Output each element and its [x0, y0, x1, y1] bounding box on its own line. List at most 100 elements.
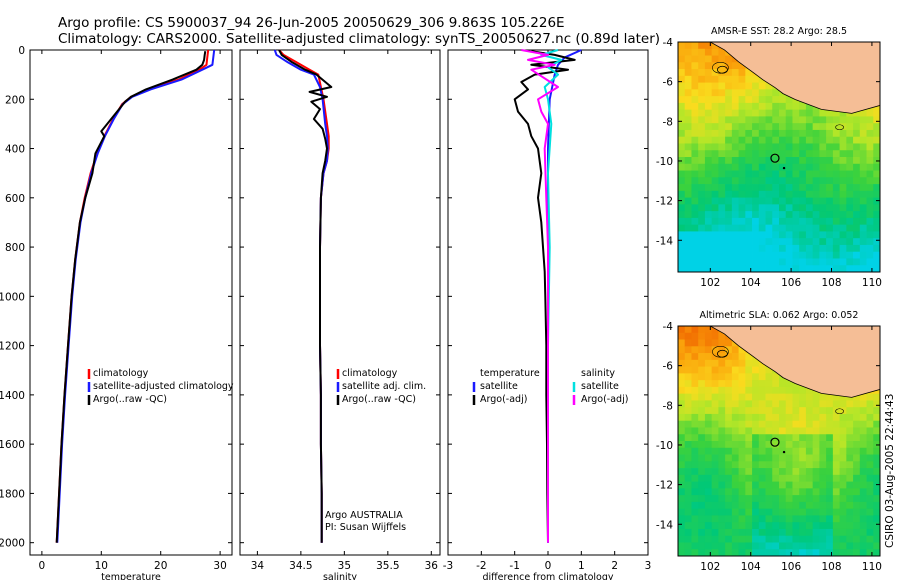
map-cell	[678, 549, 686, 556]
map-cell	[704, 123, 713, 131]
map-cell	[772, 373, 780, 381]
map-cell	[678, 434, 686, 442]
map-cell	[758, 447, 766, 455]
map-cell	[758, 265, 766, 272]
map-cell	[826, 190, 834, 198]
y-tick-label: 600	[5, 193, 25, 205]
map-cell	[745, 488, 753, 496]
map-cell	[873, 474, 880, 482]
map-cell	[853, 116, 861, 124]
map-cell	[758, 474, 766, 482]
map-cell	[785, 190, 793, 198]
map-cell	[745, 184, 753, 192]
map-cell	[684, 55, 692, 63]
map-cell	[765, 238, 773, 246]
map-cell	[826, 231, 834, 239]
map-cell	[839, 116, 847, 124]
map-cell	[772, 468, 780, 476]
map-cell	[698, 184, 706, 192]
map-cell	[853, 224, 861, 232]
map-cell	[725, 474, 733, 482]
map-cell	[832, 190, 840, 198]
map-cell	[704, 157, 713, 165]
map-cell	[839, 150, 847, 158]
map-cell	[711, 393, 719, 401]
map-cell	[799, 488, 807, 496]
map-cell	[758, 488, 766, 496]
map-cell	[812, 407, 820, 415]
map-cell	[779, 542, 787, 550]
map-cell	[704, 231, 713, 239]
map-cell	[704, 461, 713, 469]
map-cell	[731, 96, 739, 104]
map-cell	[731, 481, 739, 489]
map-cell	[826, 542, 834, 550]
map-cell	[873, 238, 880, 246]
map-cell	[792, 197, 800, 205]
map-cell	[853, 244, 861, 253]
map-cell	[745, 528, 753, 537]
map-cell	[866, 413, 874, 422]
map-cell	[684, 542, 692, 550]
map-cell	[684, 359, 692, 367]
map-cell	[826, 150, 834, 158]
map-cell	[698, 143, 706, 151]
map-cell	[859, 123, 867, 131]
y-tick-label: -12	[656, 196, 673, 208]
x-tick-label: 104	[741, 561, 761, 573]
map-cell	[678, 55, 686, 63]
map-cell	[725, 359, 733, 367]
map-cell	[752, 251, 760, 259]
map-cell	[745, 136, 753, 144]
map-cell	[779, 481, 787, 489]
map-cell	[785, 441, 793, 449]
map-cell	[758, 380, 766, 388]
map-cell	[805, 197, 814, 205]
map-cell	[826, 447, 834, 455]
map-cell	[812, 136, 820, 144]
map-cell	[792, 488, 800, 496]
map-cell	[785, 400, 793, 408]
map-cell	[731, 427, 739, 435]
map-cell	[765, 393, 773, 401]
map-cell	[684, 339, 692, 347]
map-cell	[738, 170, 746, 178]
map-cell	[684, 427, 692, 435]
map-cell	[745, 427, 753, 435]
map-cell	[691, 62, 699, 70]
map-cell	[765, 116, 773, 124]
map-cell	[704, 515, 713, 523]
map-cell	[725, 549, 733, 556]
map-cell	[765, 244, 773, 253]
map-cell	[752, 150, 760, 158]
map-cell	[792, 217, 800, 226]
map-cell	[846, 238, 854, 246]
map-cell	[853, 258, 861, 266]
map-cell	[826, 211, 834, 219]
map-cell	[698, 204, 706, 212]
map-cell	[711, 62, 719, 70]
map-cell	[866, 468, 874, 476]
map-cell	[678, 508, 686, 516]
map-cell	[678, 143, 686, 151]
map-cell	[745, 96, 753, 104]
map-cell	[792, 501, 800, 510]
legend-label: satellite-adjusted climatology	[93, 381, 234, 392]
map-cell	[725, 55, 733, 63]
map-cell	[873, 204, 880, 212]
map-cell	[678, 528, 686, 537]
map-cell	[799, 420, 807, 428]
map-cell	[691, 461, 699, 469]
map-cell	[819, 468, 827, 476]
map-cell	[758, 163, 766, 171]
map-cell	[866, 528, 874, 537]
map-cell	[684, 109, 692, 117]
map-cell	[785, 224, 793, 232]
map-cell	[691, 197, 699, 205]
map-cell	[826, 549, 834, 556]
map-cell	[826, 157, 834, 165]
map-cell	[859, 427, 867, 435]
map-cell	[785, 542, 793, 550]
map-cell	[678, 224, 686, 232]
map-cell	[711, 211, 719, 219]
